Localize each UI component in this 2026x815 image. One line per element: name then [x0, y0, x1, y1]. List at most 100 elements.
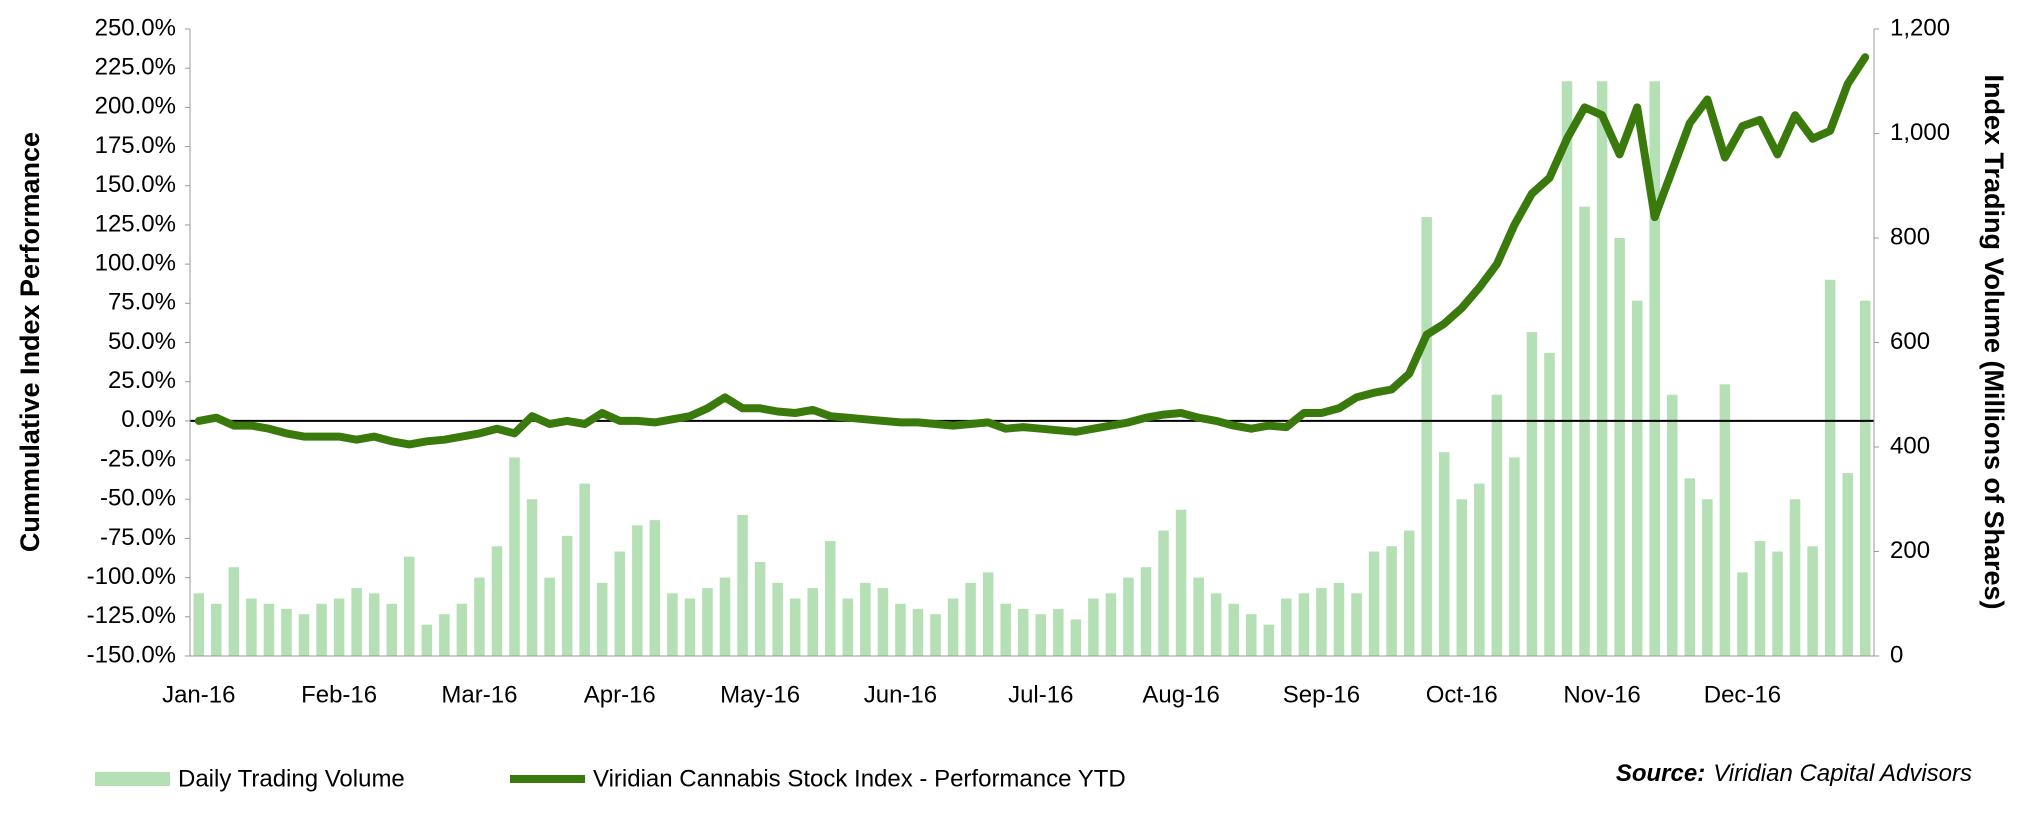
volume-bar: [421, 624, 433, 656]
volume-bar: [439, 614, 450, 656]
volume-bar: [860, 582, 871, 656]
volume-bar: [1807, 546, 1818, 656]
y2-tick-label: 400: [1890, 432, 1930, 459]
volume-bar: [316, 603, 327, 656]
source-label: Source:: [1616, 760, 1705, 787]
volume-bar: [1368, 551, 1380, 656]
volume-bar: [1474, 483, 1485, 656]
volume-bar: [456, 603, 468, 656]
volume-bar: [1070, 619, 1082, 656]
y-tick-label: 125.0%: [95, 210, 176, 237]
x-tick-label: Jul-16: [1008, 681, 1073, 708]
volume-bar: [1246, 614, 1257, 656]
y-tick-label: 50.0%: [108, 328, 176, 355]
y2-axis-title: Index Trading Volume (Millions of Shares…: [1979, 74, 2009, 609]
volume-bar: [1824, 279, 1836, 656]
volume-bar: [1105, 593, 1117, 656]
volume-bar: [877, 588, 889, 656]
volume-bar: [1088, 598, 1099, 656]
x-tick-label: Jun-16: [864, 681, 937, 708]
volume-bar: [1210, 593, 1222, 656]
y-tick-label: 250.0%: [95, 14, 176, 41]
x-tick-label: May-16: [720, 681, 800, 708]
volume-bar: [1772, 551, 1783, 656]
volume-bar: [1140, 567, 1152, 656]
y-tick-label: -50.0%: [100, 485, 176, 512]
y-tick-label: -25.0%: [100, 445, 176, 472]
y2-tick-label: 0: [1890, 641, 1903, 668]
volume-bar: [1421, 217, 1432, 656]
volume-bar: [737, 514, 748, 656]
x-tick-label: Mar-16: [441, 681, 517, 708]
y-tick-label: -75.0%: [100, 524, 176, 551]
y-tick-label: -100.0%: [87, 563, 176, 590]
y-axis-title: Cummulative Index Performance: [15, 132, 45, 552]
y-tick-label: 75.0%: [108, 289, 176, 316]
volume-bar: [1298, 593, 1310, 656]
volume-bar: [351, 588, 362, 656]
volume-bar: [754, 561, 766, 656]
volume-bar: [474, 577, 485, 656]
volume-bar: [1351, 593, 1362, 656]
volume-bar: [1631, 300, 1643, 656]
volume-bar: [246, 598, 257, 656]
volume-bar: [1438, 452, 1450, 656]
volume-bar: [1403, 530, 1415, 656]
volume-bar: [807, 588, 818, 656]
volume-bar: [982, 572, 994, 656]
volume-bar: [1053, 608, 1064, 656]
volume-bar: [1158, 530, 1169, 656]
volume-bar: [298, 614, 310, 656]
volume-bar: [1596, 81, 1608, 656]
volume-bar: [1017, 608, 1029, 656]
volume-bar: [386, 603, 397, 656]
x-tick-label: Dec-16: [1704, 681, 1781, 708]
legend-label: Daily Trading Volume: [178, 765, 405, 792]
volume-bar: [1228, 603, 1239, 656]
volume-bar: [895, 603, 906, 656]
volume-bar: [1035, 614, 1047, 656]
x-tick-label: Jan-16: [162, 681, 235, 708]
index-line: [194, 53, 1870, 449]
volume-bar: [1526, 332, 1538, 656]
volume-bar: [1702, 499, 1713, 656]
legend-swatch: [95, 772, 170, 786]
volume-bar: [1456, 499, 1468, 656]
volume-bar: [1579, 206, 1590, 656]
x-tick-label: Feb-16: [301, 681, 377, 708]
volume-bar: [509, 457, 520, 656]
volume-bar: [1789, 499, 1801, 656]
y-tick-label: 150.0%: [95, 171, 176, 198]
volume-bar: [1000, 603, 1011, 656]
volume-bar: [1123, 577, 1134, 656]
volume-bar: [596, 582, 608, 656]
volume-bar: [614, 551, 626, 656]
volume-bar: [211, 603, 222, 656]
y-tick-label: 0.0%: [121, 406, 176, 433]
volume-bar: [1842, 473, 1853, 656]
x-tick-label: Nov-16: [1563, 681, 1640, 708]
volume-bar: [632, 525, 643, 656]
volume-bar: [561, 535, 573, 656]
x-tick-label: Apr-16: [584, 681, 656, 708]
volume-bar: [526, 499, 538, 656]
volume-bar: [1509, 457, 1520, 656]
volume-bar: [930, 614, 941, 656]
x-tick-label: Aug-16: [1142, 681, 1219, 708]
volume-bar: [965, 582, 976, 656]
source-text: Viridian Capital Advisors: [1713, 760, 1972, 787]
volume-bar: [333, 598, 345, 656]
y2-tick-label: 1,200: [1890, 14, 1950, 41]
legend-label: Viridian Cannabis Stock Index - Performa…: [593, 765, 1126, 792]
volume-bar: [1281, 598, 1292, 656]
volume-bar: [1754, 541, 1766, 656]
volume-bar: [1175, 509, 1187, 656]
y-tick-label: -150.0%: [87, 641, 176, 668]
volume-bar: [1649, 81, 1660, 656]
volume-bar: [1193, 577, 1204, 656]
volume-bar: [193, 593, 205, 656]
y2-tick-label: 200: [1890, 537, 1930, 564]
volume-bar: [789, 598, 801, 656]
volume-bar: [842, 598, 854, 656]
volume-bar: [544, 577, 555, 656]
